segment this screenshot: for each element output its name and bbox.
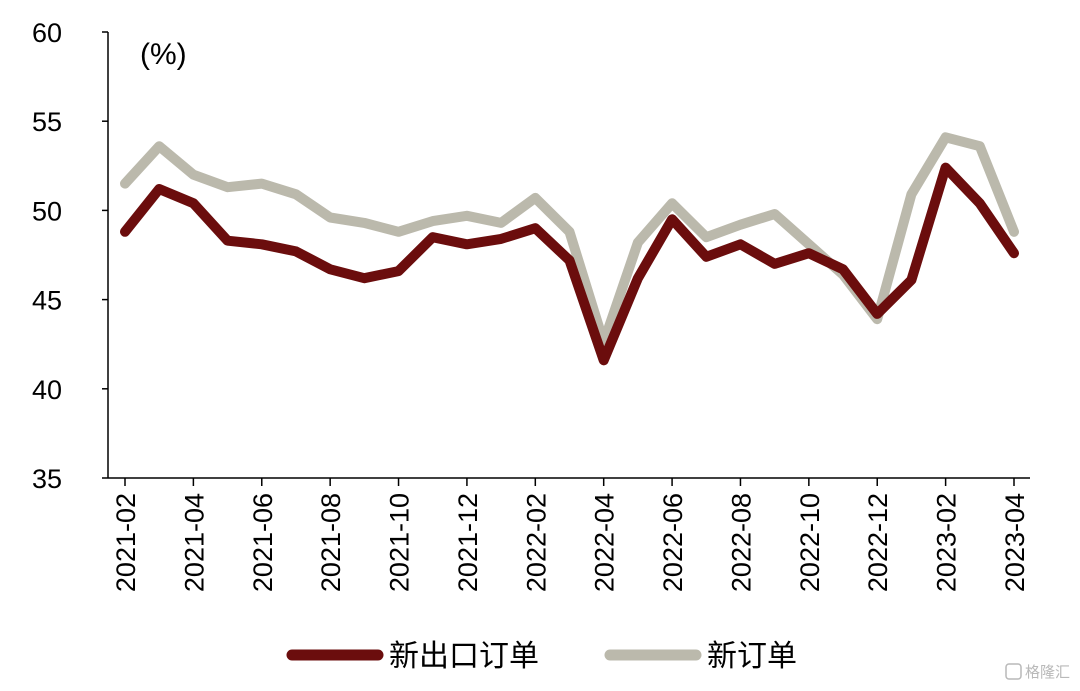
x-tick-label: 2021-06 bbox=[248, 493, 278, 592]
y-axis-ticks: 35 40 45 50 55 60 bbox=[32, 18, 108, 494]
watermark: 格隆汇 bbox=[1005, 663, 1070, 681]
x-tick-label: 2022-02 bbox=[521, 493, 551, 592]
y-tick-label: 35 bbox=[32, 464, 62, 494]
x-tick-label: 2023-02 bbox=[932, 493, 962, 592]
x-tick-label: 2021-04 bbox=[179, 493, 209, 592]
x-tick-label: 2022-08 bbox=[726, 493, 756, 592]
x-tick-label: 2021-12 bbox=[453, 493, 483, 592]
x-tick-label: 2022-04 bbox=[590, 493, 620, 592]
x-tick-label: 2022-10 bbox=[795, 493, 825, 592]
series-line-export-orders bbox=[120, 162, 1019, 366]
y-tick-label: 55 bbox=[32, 107, 62, 137]
x-tick-label: 2021-08 bbox=[316, 493, 346, 592]
watermark-text: 格隆汇 bbox=[1025, 663, 1070, 681]
x-axis-ticks: 2021-02 2021-04 2021-06 2021-08 2021-10 2021-… bbox=[111, 478, 1030, 592]
x-tick-label: 2022-06 bbox=[658, 493, 688, 592]
legend-label-export-orders: 新出口订单 bbox=[389, 639, 539, 674]
y-unit-label: (%) bbox=[140, 38, 187, 71]
y-tick-label: 40 bbox=[32, 375, 62, 405]
y-tick-label: 50 bbox=[32, 196, 62, 226]
legend-label-new-orders: 新订单 bbox=[707, 639, 797, 674]
plot-area bbox=[120, 132, 1019, 366]
legend: 新出口订单 新订单 bbox=[286, 639, 797, 674]
y-tick-label: 60 bbox=[32, 18, 62, 48]
y-tick-label: 45 bbox=[32, 286, 62, 316]
x-tick-label: 2022-12 bbox=[863, 493, 893, 592]
x-tick-label: 2023-04 bbox=[1000, 493, 1030, 592]
x-tick-label: 2021-10 bbox=[385, 493, 415, 592]
watermark-logo-icon bbox=[1005, 663, 1022, 680]
x-tick-label: 2021-02 bbox=[111, 493, 141, 592]
